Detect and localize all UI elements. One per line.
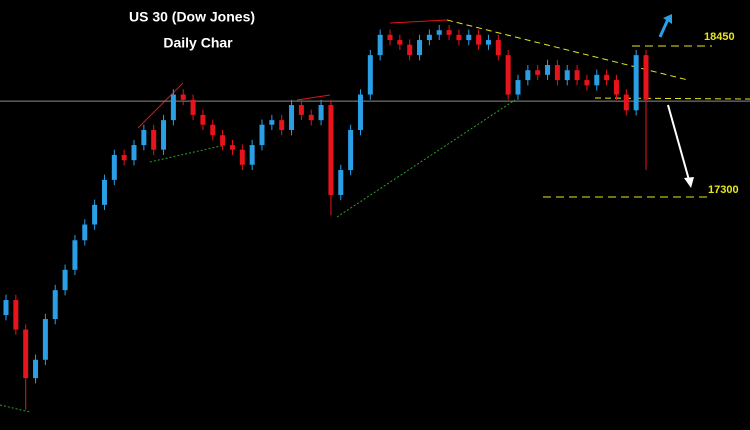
arrow xyxy=(667,104,690,181)
trend-line xyxy=(594,97,750,100)
trend-line xyxy=(389,19,448,24)
candle-body xyxy=(564,70,570,81)
candle-body xyxy=(367,55,373,95)
candle-body xyxy=(170,94,176,121)
arrow-head xyxy=(663,14,672,24)
candle-body xyxy=(92,204,98,225)
candle-body xyxy=(613,80,619,95)
candle-body xyxy=(121,154,127,161)
chart-subtitle: Daily Char xyxy=(163,35,233,51)
candle-body xyxy=(407,44,413,56)
candle-body xyxy=(397,40,403,45)
candle-body xyxy=(151,129,157,150)
candle-body xyxy=(604,74,610,81)
candle-body xyxy=(456,34,462,41)
candle-body xyxy=(436,30,442,35)
trend-line xyxy=(149,144,226,163)
candle-body xyxy=(289,105,295,130)
candle-body xyxy=(584,80,590,86)
candle-body xyxy=(446,30,452,35)
candle-body xyxy=(131,145,137,161)
candle-body xyxy=(210,124,216,136)
arrow-head xyxy=(684,177,694,188)
candle-body xyxy=(200,114,206,125)
level-label: 18450 xyxy=(704,31,735,43)
candle-body xyxy=(466,34,472,41)
candle-body xyxy=(82,224,88,241)
candle-body xyxy=(545,64,551,75)
candle-body xyxy=(62,269,68,291)
candle-body xyxy=(259,124,265,146)
trend-lines xyxy=(0,14,750,413)
trend-line xyxy=(137,82,184,129)
candle-body xyxy=(476,34,482,45)
candle-body xyxy=(328,105,334,195)
candle-body xyxy=(338,170,344,195)
candle-body xyxy=(426,34,432,41)
candle-body xyxy=(485,40,491,45)
trend-line xyxy=(336,99,516,218)
candle-body xyxy=(318,105,324,121)
candle-body xyxy=(505,55,511,95)
candle-body xyxy=(515,80,521,95)
candle-body xyxy=(633,55,639,111)
candle-body xyxy=(111,154,117,180)
candle-body xyxy=(161,120,167,150)
trend-line xyxy=(296,94,331,101)
candle-body xyxy=(495,40,501,56)
candle-body xyxy=(377,34,383,56)
candle-body xyxy=(249,145,255,165)
candle-body xyxy=(594,74,600,86)
candle-body xyxy=(229,145,235,150)
candle-body xyxy=(3,300,9,316)
candle-body xyxy=(101,179,107,205)
trend-line xyxy=(0,404,31,413)
candle-body xyxy=(269,120,275,125)
candle-body xyxy=(141,129,147,146)
candle-body xyxy=(23,329,29,379)
candle-body xyxy=(357,94,363,130)
candle-body xyxy=(643,55,649,100)
candle-body xyxy=(13,300,19,330)
candle-body xyxy=(279,120,285,130)
candle-body xyxy=(298,105,304,115)
candle-body xyxy=(220,135,226,146)
level-label: 17300 xyxy=(708,184,739,196)
candle-body xyxy=(180,94,186,100)
trend-line xyxy=(446,19,689,81)
candle-body xyxy=(417,40,423,56)
candle-body xyxy=(574,70,580,81)
candle-body xyxy=(239,149,245,165)
candle-body xyxy=(72,240,78,270)
candle-body xyxy=(623,94,629,111)
candle-body xyxy=(387,34,393,41)
candle-body xyxy=(52,290,58,320)
candle-body xyxy=(554,64,560,81)
candle-body xyxy=(190,99,196,115)
candle-body xyxy=(33,359,39,379)
candle-body xyxy=(42,319,48,360)
candle-body xyxy=(308,114,314,121)
chart-title: US 30 (Dow Jones) xyxy=(129,9,255,25)
candle-body xyxy=(525,70,531,81)
candle-body xyxy=(348,129,354,171)
candle-body xyxy=(535,70,541,75)
